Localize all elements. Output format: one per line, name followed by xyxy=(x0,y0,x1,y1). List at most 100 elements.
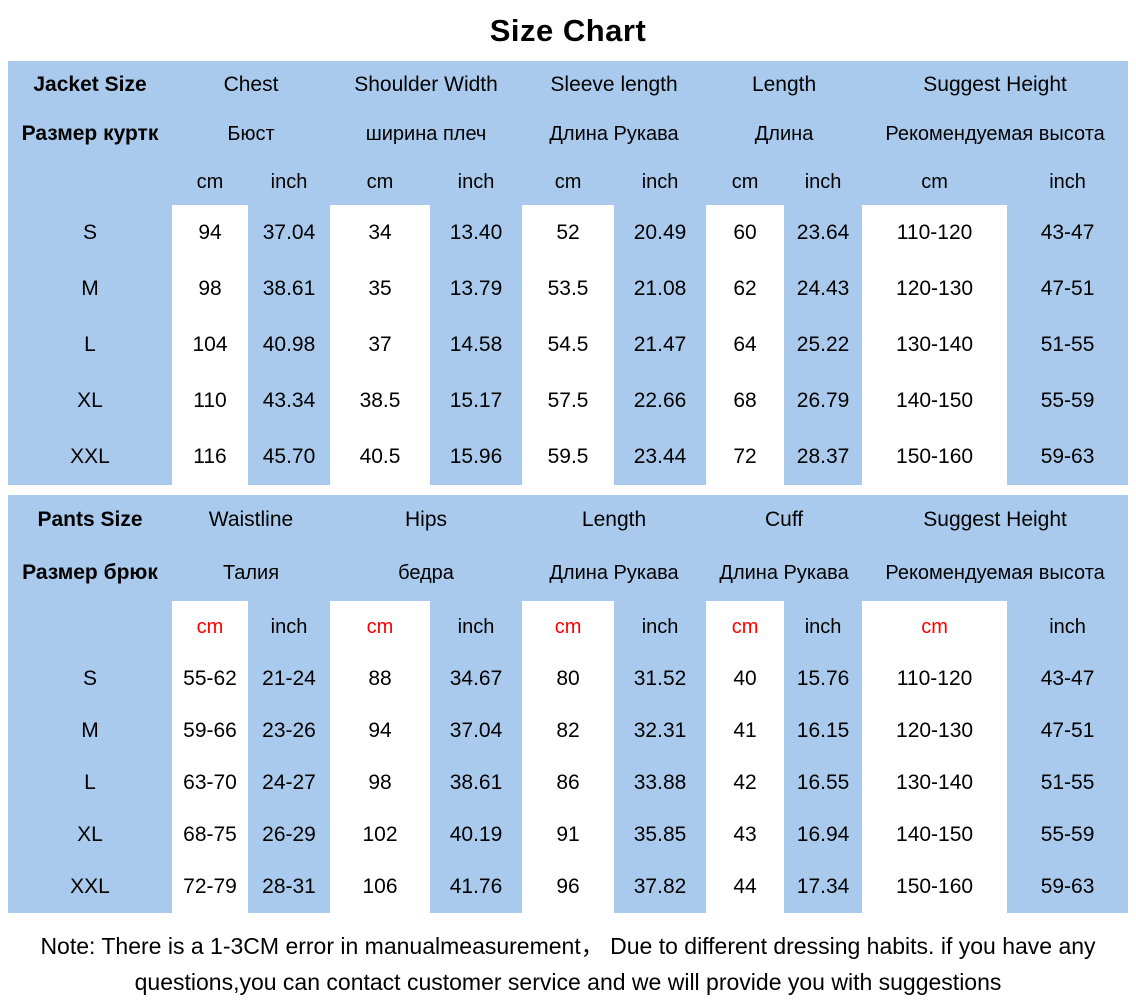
value-cm: 110-120 xyxy=(862,653,1008,705)
value-cm: 41 xyxy=(706,705,785,757)
value-inch: 24-27 xyxy=(262,771,316,794)
pants-size-table: Pants Size Waistline Hips Length Cuff Suggest… xyxy=(8,495,1129,913)
unit-row-spacer xyxy=(8,159,172,205)
value-cm: 130-140 xyxy=(862,757,1008,809)
value-inch: 35.85 xyxy=(633,823,687,846)
value-inch: 51-55 xyxy=(1040,333,1095,356)
size-label: XL xyxy=(77,823,103,846)
column-header-en: Hips xyxy=(405,508,448,531)
page-title: Size Chart xyxy=(489,13,647,48)
value-inch: 26-29 xyxy=(262,823,316,846)
value-inch: 21.08 xyxy=(633,277,687,300)
column-header-ru: Длина Рукава xyxy=(549,122,679,145)
column-header-en: Suggest Height xyxy=(923,73,1067,96)
value-cm: 150-160 xyxy=(862,861,1008,913)
value-inch: 16.55 xyxy=(796,771,850,794)
unit-cm-label: cm xyxy=(172,601,248,653)
value-inch: 37.82 xyxy=(633,875,687,898)
column-header-en: Cuff xyxy=(764,508,804,531)
unit-inch-label: inch xyxy=(641,615,679,638)
size-row-M: M 98 38.61 35 13.79 53.5 21.08 62 24.43 120-130 47… xyxy=(8,261,1128,317)
value-cm: 88 xyxy=(330,653,431,705)
size-label: XL xyxy=(77,389,103,412)
value-cm: 34 xyxy=(330,205,431,261)
value-cm: 43 xyxy=(706,809,785,861)
value-cm: 44 xyxy=(706,861,785,913)
unit-inch-label: inch xyxy=(804,170,842,193)
column-header-ru: Длина xyxy=(754,122,814,145)
column-header-en: Suggest Height xyxy=(923,508,1067,531)
value-inch: 47-51 xyxy=(1040,719,1095,742)
size-row-L: L 104 40.98 37 14.58 54.5 21.47 64 25.22 130-140 5… xyxy=(8,317,1128,373)
size-label: XXL xyxy=(70,875,110,898)
unit-inch-label: inch xyxy=(457,170,495,193)
value-inch: 23-26 xyxy=(262,719,316,742)
value-inch: 40.98 xyxy=(262,333,316,356)
value-inch: 14.58 xyxy=(449,333,503,356)
column-header-en: Length xyxy=(751,73,817,96)
unit-cm-label: cm xyxy=(731,170,759,193)
value-inch: 43.34 xyxy=(262,389,316,412)
size-row-XXL: XXL 72-79 28-31 106 41.76 96 37.82 44 17.34 150-1… xyxy=(8,861,1128,913)
unit-inch-label: inch xyxy=(457,615,495,638)
value-inch: 15.76 xyxy=(796,667,850,690)
value-cm: 40 xyxy=(706,653,785,705)
value-inch: 55-59 xyxy=(1040,823,1095,846)
value-cm: 60 xyxy=(706,205,785,261)
value-cm: 37 xyxy=(330,317,431,373)
value-cm: 72 xyxy=(706,429,785,485)
value-cm: 110-120 xyxy=(862,205,1008,261)
size-row-L: L 63-70 24-27 98 38.61 86 33.88 42 16.55 130-140 5… xyxy=(8,757,1128,809)
column-header-en: Chest xyxy=(223,73,279,96)
unit-inch-label: inch xyxy=(1049,615,1086,638)
measurement-note: Note: There is a 1-3CM error in manualme… xyxy=(0,913,1136,1000)
value-cm: 38.5 xyxy=(330,373,431,429)
column-header-ru: ширина плеч xyxy=(365,122,487,145)
value-inch: 32.31 xyxy=(633,719,687,742)
size-row-M: M 59-66 23-26 94 37.04 82 32.31 41 16.15 120-130 4… xyxy=(8,705,1128,757)
value-cm: 82 xyxy=(522,705,615,757)
size-label: XXL xyxy=(70,445,110,468)
note-line-1: Note: There is a 1-3CM error in manualme… xyxy=(40,933,1096,959)
size-row-XXL: XXL 116 45.70 40.5 15.96 59.5 23.44 72 28.37 150-… xyxy=(8,429,1128,485)
value-cm: 64 xyxy=(706,317,785,373)
value-inch: 28-31 xyxy=(262,875,316,898)
value-cm: 98 xyxy=(330,757,431,809)
size-label: S xyxy=(82,667,97,690)
value-inch: 17.34 xyxy=(796,875,850,898)
value-cm: 120-130 xyxy=(862,261,1008,317)
value-cm: 86 xyxy=(522,757,615,809)
value-inch: 45.70 xyxy=(262,445,316,468)
unit-inch-label: inch xyxy=(641,170,679,193)
value-cm: 150-160 xyxy=(862,429,1008,485)
value-cm: 55-62 xyxy=(172,653,248,705)
value-cm: 54.5 xyxy=(522,317,615,373)
value-inch: 43-47 xyxy=(1040,221,1095,244)
value-inch: 15.17 xyxy=(449,389,503,412)
value-cm: 53.5 xyxy=(522,261,615,317)
value-cm: 98 xyxy=(172,261,248,317)
value-cm: 110 xyxy=(172,373,248,429)
value-inch: 22.66 xyxy=(633,389,687,412)
value-inch: 25.22 xyxy=(796,333,850,356)
unit-inch-label: inch xyxy=(270,170,308,193)
value-inch: 59-63 xyxy=(1040,875,1095,898)
value-inch: 16.94 xyxy=(796,823,850,846)
jacket-size-table: Jacket Size Chest Shoulder Width Sleeve len… xyxy=(8,61,1129,485)
column-header-en: Length xyxy=(581,508,647,531)
value-inch: 31.52 xyxy=(633,667,687,690)
value-inch: 40.19 xyxy=(449,823,503,846)
unit-cm-label: cm xyxy=(330,601,431,653)
value-inch: 16.15 xyxy=(796,719,850,742)
column-header-ru: бедра xyxy=(398,561,454,584)
size-row-S: S 94 37.04 34 13.40 52 20.49 60 23.64 110-120 43-4… xyxy=(8,205,1128,261)
value-inch: 34.67 xyxy=(449,667,503,690)
value-inch: 37.04 xyxy=(262,221,316,244)
value-inch: 21-24 xyxy=(262,667,316,690)
size-label: L xyxy=(84,771,96,794)
value-inch: 38.61 xyxy=(449,771,503,794)
unit-inch-label: inch xyxy=(270,615,308,638)
size-row-S: S 55-62 21-24 88 34.67 80 31.52 40 15.76 110-120 4… xyxy=(8,653,1128,705)
unit-cm-label: cm xyxy=(366,170,394,193)
